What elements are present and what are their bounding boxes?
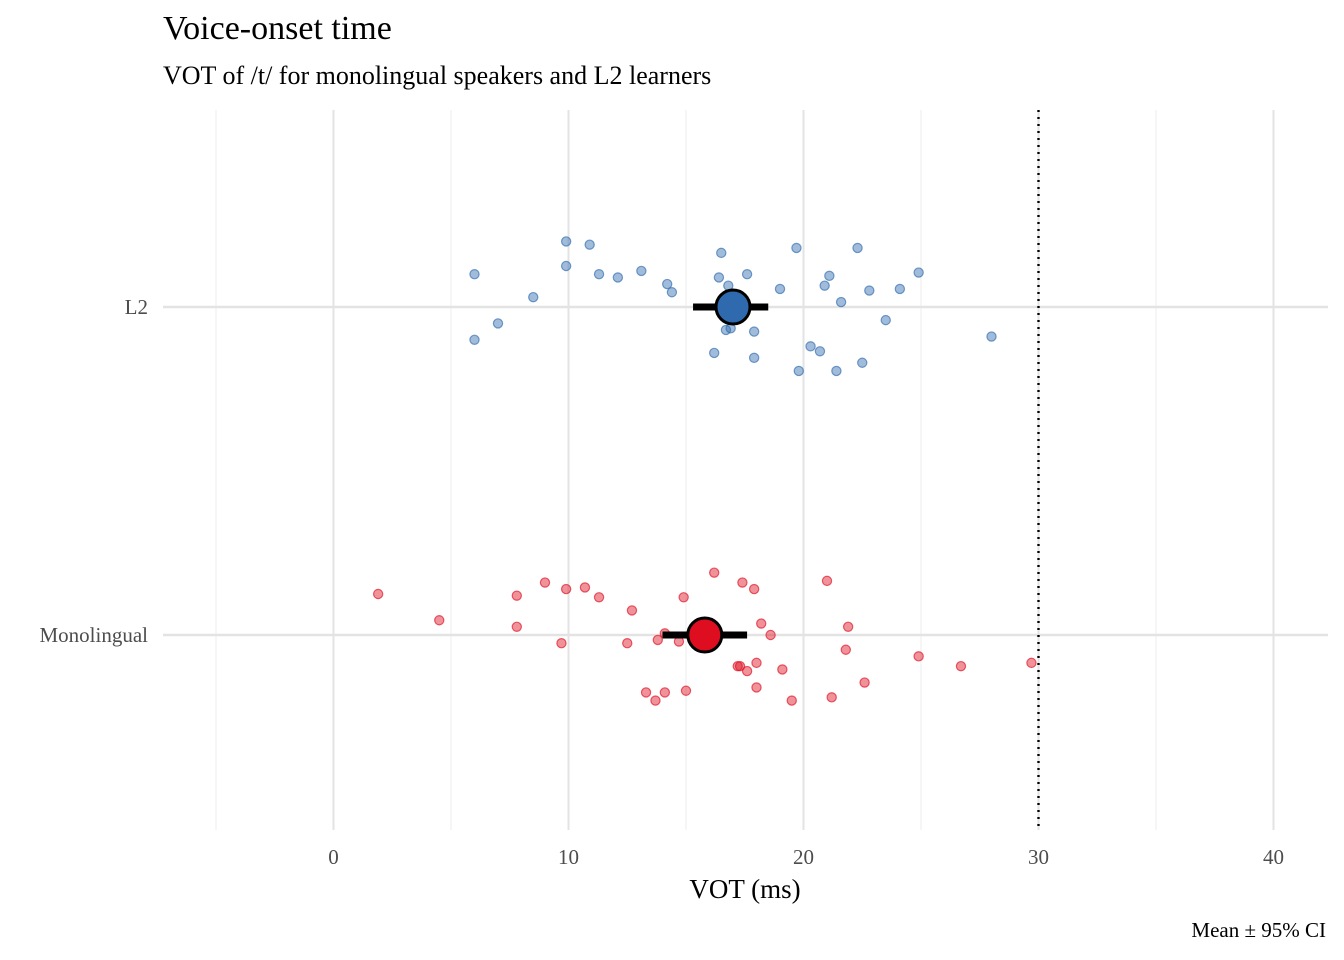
y-tick-label: Monolingual [40,623,149,647]
mean-point [714,288,752,326]
data-point [864,285,875,296]
data-point [492,318,504,329]
data-point [741,665,753,677]
data-point [777,664,788,675]
data-point [741,269,753,280]
data-point [840,644,852,655]
data-point [859,677,870,688]
data-point [786,695,797,706]
data-point [819,280,830,291]
axis-labels: 0 10 20 30 40 Monolingual L2 [40,295,1285,869]
data-point [986,331,997,342]
data-point [560,583,572,595]
data-point [913,267,924,278]
data-point [560,260,572,272]
x-tick-label: 30 [1028,845,1049,869]
data-point [662,278,673,290]
data-point [560,236,572,247]
data-point [894,283,906,295]
data-point [709,347,720,359]
data-point [913,651,924,662]
x-tick-label: 40 [1263,845,1284,869]
data-point [709,567,720,578]
data-point [857,357,868,368]
data-point [793,365,805,377]
data-point [821,575,833,587]
data-point [774,283,786,295]
data-point [511,621,523,633]
data-point [826,692,837,703]
points-group [372,236,1037,706]
grid [163,110,1328,830]
data-point [469,269,480,280]
data-point [835,296,847,308]
summary-group [662,288,769,654]
data-point [748,326,760,337]
data-point [716,247,727,259]
y-tick-label: L2 [125,295,148,319]
data-point [593,592,605,603]
data-point [814,346,826,357]
data-point [824,270,835,282]
data-point [593,269,605,280]
data-point [511,590,523,601]
x-tick-label: 10 [558,845,579,869]
chart-subtitle: VOT of /t/ for monolingual speakers and … [163,61,712,90]
data-point [434,615,445,626]
data-point [469,334,480,345]
data-point [626,605,638,616]
data-point [678,592,689,603]
data-point [756,618,767,629]
data-point [751,682,762,693]
data-point [666,287,678,298]
data-point [622,638,633,649]
data-point [640,687,652,698]
x-axis-title: VOT (ms) [689,874,800,904]
x-tick-label: 0 [328,845,339,869]
data-point [852,242,863,254]
data-point [737,577,748,588]
data-point [556,638,567,649]
data-point [528,291,539,303]
data-point [805,341,816,352]
data-point [612,272,624,283]
data-point [659,687,671,698]
data-point [636,265,647,277]
data-point [751,657,762,669]
data-point [791,242,802,254]
data-point [1026,657,1037,669]
data-point [652,634,664,646]
data-point [748,352,760,364]
data-point [734,660,746,672]
data-point [831,365,842,377]
data-point [680,685,692,696]
data-point [539,577,551,588]
chart-title: Voice-onset time [163,10,392,47]
data-point [579,582,591,593]
data-point [748,583,760,595]
data-point [650,695,661,706]
data-point [584,239,595,250]
data-point [842,621,854,633]
mean-point [686,616,724,654]
data-point [955,660,967,672]
x-tick-label: 20 [793,845,814,869]
data-point [880,314,891,326]
caption: Mean ± 95% CI [1191,918,1326,942]
data-point [765,629,776,641]
data-point [713,272,725,283]
data-point [372,588,384,600]
